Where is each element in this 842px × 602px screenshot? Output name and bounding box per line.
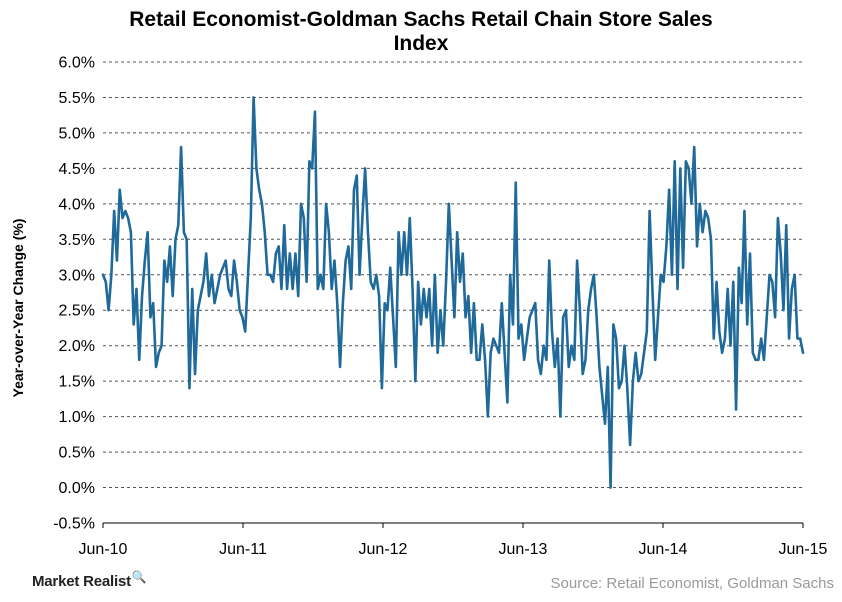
series-group bbox=[101, 96, 805, 489]
y-tick-label: 3.0% bbox=[59, 267, 95, 284]
x-tick-label: Jun-12 bbox=[359, 541, 408, 558]
y-tick-label: 2.0% bbox=[59, 338, 95, 355]
x-axis-ticks: Jun-10 Jun-11 Jun-12 Jun-13 Jun-14 Jun-15 bbox=[79, 523, 828, 558]
y-axis-ticks: 6.0% 5.5% 5.0% 4.5% 4.0% 3.5% 3.0% 2.5% 2.0% 1.5%… bbox=[53, 55, 95, 533]
y-tick-label: 4.5% bbox=[59, 161, 95, 178]
chart-title-line-1: Retail Economist-Goldman Sachs Retail Ch… bbox=[129, 8, 713, 31]
y-tick-label: 3.5% bbox=[59, 232, 95, 249]
brand-name: Market Realist bbox=[32, 573, 131, 590]
y-tick-label: 0.5% bbox=[59, 445, 95, 462]
x-tick-label: Jun-13 bbox=[499, 541, 548, 558]
y-tick-label: 5.5% bbox=[59, 90, 95, 107]
y-tick-label: 2.5% bbox=[59, 303, 95, 320]
x-tick-label: Jun-15 bbox=[779, 541, 828, 558]
y-axis-label: Year-over-Year Change (%) bbox=[10, 219, 26, 398]
x-tick-label: Jun-11 bbox=[219, 541, 267, 558]
chart-title-line-2: Index bbox=[393, 32, 449, 55]
magnifier-chart-icon: 🔍 bbox=[131, 570, 147, 584]
brand-logo: Market Realist🔍 bbox=[32, 570, 147, 590]
y-tick-label: 5.0% bbox=[59, 125, 95, 142]
y-tick-label: 1.0% bbox=[59, 409, 95, 426]
y-tick-label: 6.0% bbox=[59, 55, 95, 72]
y-tick-label: 4.0% bbox=[59, 196, 95, 213]
chart-title: Retail Economist-Goldman Sachs Retail Ch… bbox=[0, 8, 842, 56]
y-tick-label: 1.5% bbox=[59, 374, 95, 391]
x-tick-label: Jun-14 bbox=[639, 541, 688, 558]
series-line bbox=[101, 96, 805, 489]
y-tick-label: -0.5% bbox=[53, 516, 95, 533]
y-tick-label: 0.0% bbox=[59, 480, 95, 497]
source-note: Source: Retail Economist, Goldman Sachs bbox=[550, 575, 834, 592]
x-tick-label: Jun-10 bbox=[79, 541, 128, 558]
